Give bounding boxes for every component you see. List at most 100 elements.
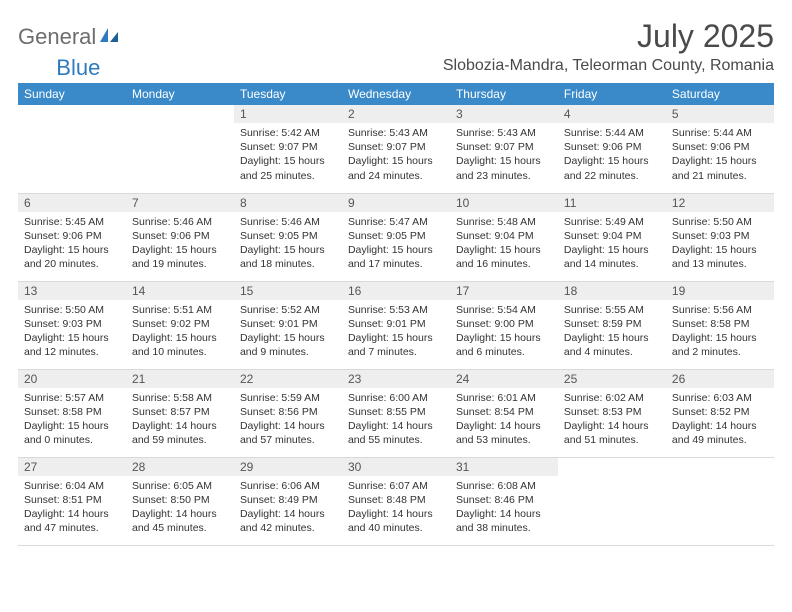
day-content: Sunrise: 5:43 AMSunset: 9:07 PMDaylight:… <box>342 123 450 187</box>
calendar-cell: 1Sunrise: 5:42 AMSunset: 9:07 PMDaylight… <box>234 105 342 193</box>
day-number: 30 <box>342 458 450 476</box>
day-number: 18 <box>558 282 666 300</box>
calendar-cell: 8Sunrise: 5:46 AMSunset: 9:05 PMDaylight… <box>234 193 342 281</box>
logo: General Blue <box>18 18 122 50</box>
day-number: 8 <box>234 194 342 212</box>
day-content: Sunrise: 5:56 AMSunset: 8:58 PMDaylight:… <box>666 300 774 364</box>
day-number: 12 <box>666 194 774 212</box>
day-content: Sunrise: 5:44 AMSunset: 9:06 PMDaylight:… <box>666 123 774 187</box>
day-header: Saturday <box>666 83 774 105</box>
calendar-cell: 26Sunrise: 6:03 AMSunset: 8:52 PMDayligh… <box>666 369 774 457</box>
calendar-cell: 10Sunrise: 5:48 AMSunset: 9:04 PMDayligh… <box>450 193 558 281</box>
day-header-row: SundayMondayTuesdayWednesdayThursdayFrid… <box>18 83 774 105</box>
day-content: Sunrise: 5:46 AMSunset: 9:06 PMDaylight:… <box>126 212 234 276</box>
day-content: Sunrise: 6:07 AMSunset: 8:48 PMDaylight:… <box>342 476 450 540</box>
calendar-cell: 20Sunrise: 5:57 AMSunset: 8:58 PMDayligh… <box>18 369 126 457</box>
day-content: Sunrise: 5:47 AMSunset: 9:05 PMDaylight:… <box>342 212 450 276</box>
day-content: Sunrise: 5:50 AMSunset: 9:03 PMDaylight:… <box>666 212 774 276</box>
day-content: Sunrise: 6:08 AMSunset: 8:46 PMDaylight:… <box>450 476 558 540</box>
calendar-cell: 16Sunrise: 5:53 AMSunset: 9:01 PMDayligh… <box>342 281 450 369</box>
day-header: Friday <box>558 83 666 105</box>
day-number: 7 <box>126 194 234 212</box>
day-content: Sunrise: 5:43 AMSunset: 9:07 PMDaylight:… <box>450 123 558 187</box>
calendar-cell <box>126 105 234 193</box>
day-content: Sunrise: 6:03 AMSunset: 8:52 PMDaylight:… <box>666 388 774 452</box>
calendar-cell: 22Sunrise: 5:59 AMSunset: 8:56 PMDayligh… <box>234 369 342 457</box>
day-number: 19 <box>666 282 774 300</box>
day-content: Sunrise: 5:54 AMSunset: 9:00 PMDaylight:… <box>450 300 558 364</box>
calendar-table: SundayMondayTuesdayWednesdayThursdayFrid… <box>18 83 774 546</box>
month-title: July 2025 <box>443 18 774 55</box>
day-number: 2 <box>342 105 450 123</box>
day-number: 31 <box>450 458 558 476</box>
calendar-week-row: 13Sunrise: 5:50 AMSunset: 9:03 PMDayligh… <box>18 281 774 369</box>
calendar-cell: 24Sunrise: 6:01 AMSunset: 8:54 PMDayligh… <box>450 369 558 457</box>
calendar-cell: 31Sunrise: 6:08 AMSunset: 8:46 PMDayligh… <box>450 457 558 545</box>
calendar-head: SundayMondayTuesdayWednesdayThursdayFrid… <box>18 83 774 105</box>
calendar-cell: 5Sunrise: 5:44 AMSunset: 9:06 PMDaylight… <box>666 105 774 193</box>
day-content: Sunrise: 5:58 AMSunset: 8:57 PMDaylight:… <box>126 388 234 452</box>
day-content: Sunrise: 6:04 AMSunset: 8:51 PMDaylight:… <box>18 476 126 540</box>
day-content: Sunrise: 6:06 AMSunset: 8:49 PMDaylight:… <box>234 476 342 540</box>
calendar-cell: 12Sunrise: 5:50 AMSunset: 9:03 PMDayligh… <box>666 193 774 281</box>
day-number: 3 <box>450 105 558 123</box>
calendar-cell: 7Sunrise: 5:46 AMSunset: 9:06 PMDaylight… <box>126 193 234 281</box>
calendar-cell: 6Sunrise: 5:45 AMSunset: 9:06 PMDaylight… <box>18 193 126 281</box>
calendar-cell: 3Sunrise: 5:43 AMSunset: 9:07 PMDaylight… <box>450 105 558 193</box>
day-content: Sunrise: 5:49 AMSunset: 9:04 PMDaylight:… <box>558 212 666 276</box>
calendar-cell: 11Sunrise: 5:49 AMSunset: 9:04 PMDayligh… <box>558 193 666 281</box>
logo-sail-icon <box>100 26 120 49</box>
calendar-cell: 13Sunrise: 5:50 AMSunset: 9:03 PMDayligh… <box>18 281 126 369</box>
day-number: 15 <box>234 282 342 300</box>
calendar-cell <box>18 105 126 193</box>
day-content: Sunrise: 5:48 AMSunset: 9:04 PMDaylight:… <box>450 212 558 276</box>
day-content: Sunrise: 6:02 AMSunset: 8:53 PMDaylight:… <box>558 388 666 452</box>
day-number: 17 <box>450 282 558 300</box>
day-content: Sunrise: 5:44 AMSunset: 9:06 PMDaylight:… <box>558 123 666 187</box>
day-number: 25 <box>558 370 666 388</box>
day-number: 11 <box>558 194 666 212</box>
day-number: 1 <box>234 105 342 123</box>
calendar-cell: 14Sunrise: 5:51 AMSunset: 9:02 PMDayligh… <box>126 281 234 369</box>
calendar-cell: 15Sunrise: 5:52 AMSunset: 9:01 PMDayligh… <box>234 281 342 369</box>
title-block: July 2025 Slobozia-Mandra, Teleorman Cou… <box>443 18 774 75</box>
calendar-cell <box>666 457 774 545</box>
day-number: 9 <box>342 194 450 212</box>
calendar-cell: 21Sunrise: 5:58 AMSunset: 8:57 PMDayligh… <box>126 369 234 457</box>
calendar-cell: 19Sunrise: 5:56 AMSunset: 8:58 PMDayligh… <box>666 281 774 369</box>
day-content: Sunrise: 6:00 AMSunset: 8:55 PMDaylight:… <box>342 388 450 452</box>
calendar-cell: 18Sunrise: 5:55 AMSunset: 8:59 PMDayligh… <box>558 281 666 369</box>
day-number: 5 <box>666 105 774 123</box>
calendar-cell: 4Sunrise: 5:44 AMSunset: 9:06 PMDaylight… <box>558 105 666 193</box>
day-number: 13 <box>18 282 126 300</box>
day-content: Sunrise: 5:45 AMSunset: 9:06 PMDaylight:… <box>18 212 126 276</box>
day-number: 22 <box>234 370 342 388</box>
calendar-body: 1Sunrise: 5:42 AMSunset: 9:07 PMDaylight… <box>18 105 774 545</box>
day-content: Sunrise: 5:50 AMSunset: 9:03 PMDaylight:… <box>18 300 126 364</box>
day-number: 16 <box>342 282 450 300</box>
day-content: Sunrise: 5:42 AMSunset: 9:07 PMDaylight:… <box>234 123 342 187</box>
calendar-cell: 30Sunrise: 6:07 AMSunset: 8:48 PMDayligh… <box>342 457 450 545</box>
location-text: Slobozia-Mandra, Teleorman County, Roman… <box>443 57 774 75</box>
calendar-cell: 25Sunrise: 6:02 AMSunset: 8:53 PMDayligh… <box>558 369 666 457</box>
day-number: 28 <box>126 458 234 476</box>
day-number: 27 <box>18 458 126 476</box>
calendar-cell: 2Sunrise: 5:43 AMSunset: 9:07 PMDaylight… <box>342 105 450 193</box>
day-content: Sunrise: 6:01 AMSunset: 8:54 PMDaylight:… <box>450 388 558 452</box>
day-content: Sunrise: 5:52 AMSunset: 9:01 PMDaylight:… <box>234 300 342 364</box>
calendar-cell: 28Sunrise: 6:05 AMSunset: 8:50 PMDayligh… <box>126 457 234 545</box>
logo-text-general: General <box>18 24 96 50</box>
day-number: 21 <box>126 370 234 388</box>
logo-text-blue: Blue <box>56 55 100 81</box>
calendar-week-row: 6Sunrise: 5:45 AMSunset: 9:06 PMDaylight… <box>18 193 774 281</box>
day-number: 26 <box>666 370 774 388</box>
calendar-cell: 23Sunrise: 6:00 AMSunset: 8:55 PMDayligh… <box>342 369 450 457</box>
calendar-week-row: 27Sunrise: 6:04 AMSunset: 8:51 PMDayligh… <box>18 457 774 545</box>
calendar-cell: 9Sunrise: 5:47 AMSunset: 9:05 PMDaylight… <box>342 193 450 281</box>
day-header: Thursday <box>450 83 558 105</box>
day-number: 14 <box>126 282 234 300</box>
day-number: 29 <box>234 458 342 476</box>
day-content: Sunrise: 5:59 AMSunset: 8:56 PMDaylight:… <box>234 388 342 452</box>
day-content: Sunrise: 6:05 AMSunset: 8:50 PMDaylight:… <box>126 476 234 540</box>
day-content: Sunrise: 5:55 AMSunset: 8:59 PMDaylight:… <box>558 300 666 364</box>
